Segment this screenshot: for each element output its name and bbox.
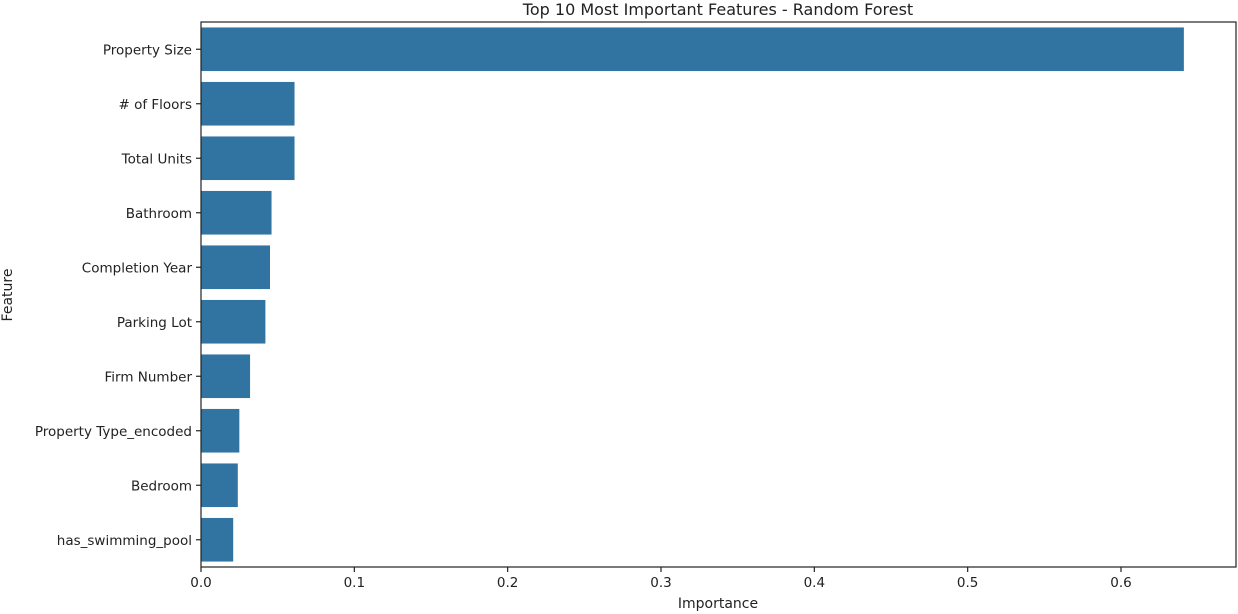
- y-tick-label: Bedroom: [131, 478, 192, 494]
- x-axis-ticks: 0.0 0.1 0.2 0.3 0.4 0.5 0.6: [190, 567, 1132, 591]
- y-tick-label: Total Units: [121, 151, 192, 167]
- bar: [201, 354, 251, 399]
- y-tick-label: Parking Lot: [117, 315, 192, 331]
- y-axis-ticks: Property Size # of Floors Total Units Bathr…: [35, 42, 201, 549]
- y-tick-label: Completion Year: [82, 260, 193, 276]
- bar: [201, 408, 240, 453]
- y-axis-label: Feature: [0, 269, 16, 322]
- bar: [201, 299, 266, 344]
- y-tick-label: # of Floors: [118, 97, 192, 113]
- bar: [201, 81, 295, 126]
- x-tick-label: 0.6: [1110, 575, 1131, 591]
- x-axis-label: Importance: [678, 596, 758, 612]
- y-tick-label: Property Type_encoded: [35, 424, 192, 440]
- chart-title: Top 10 Most Important Features - Random …: [522, 0, 913, 19]
- x-tick-label: 0.0: [190, 575, 211, 591]
- bar: [201, 463, 238, 508]
- bar: [201, 517, 234, 562]
- y-tick-label: Firm Number: [104, 369, 192, 385]
- plot-frame: [200, 21, 1237, 568]
- bar: [201, 190, 272, 235]
- x-tick-label: 0.1: [344, 575, 365, 591]
- y-tick-label: Property Size: [103, 42, 192, 58]
- x-tick-label: 0.5: [957, 575, 978, 591]
- y-tick-label: Bathroom: [126, 206, 192, 222]
- x-tick-label: 0.2: [497, 575, 518, 591]
- bar: [201, 245, 270, 290]
- bar: [201, 27, 1184, 72]
- x-tick-label: 0.3: [650, 575, 671, 591]
- x-tick-label: 0.4: [804, 575, 825, 591]
- y-tick-label: has_swimming_pool: [57, 533, 192, 549]
- bars-group: [201, 27, 1184, 562]
- bar: [201, 136, 295, 181]
